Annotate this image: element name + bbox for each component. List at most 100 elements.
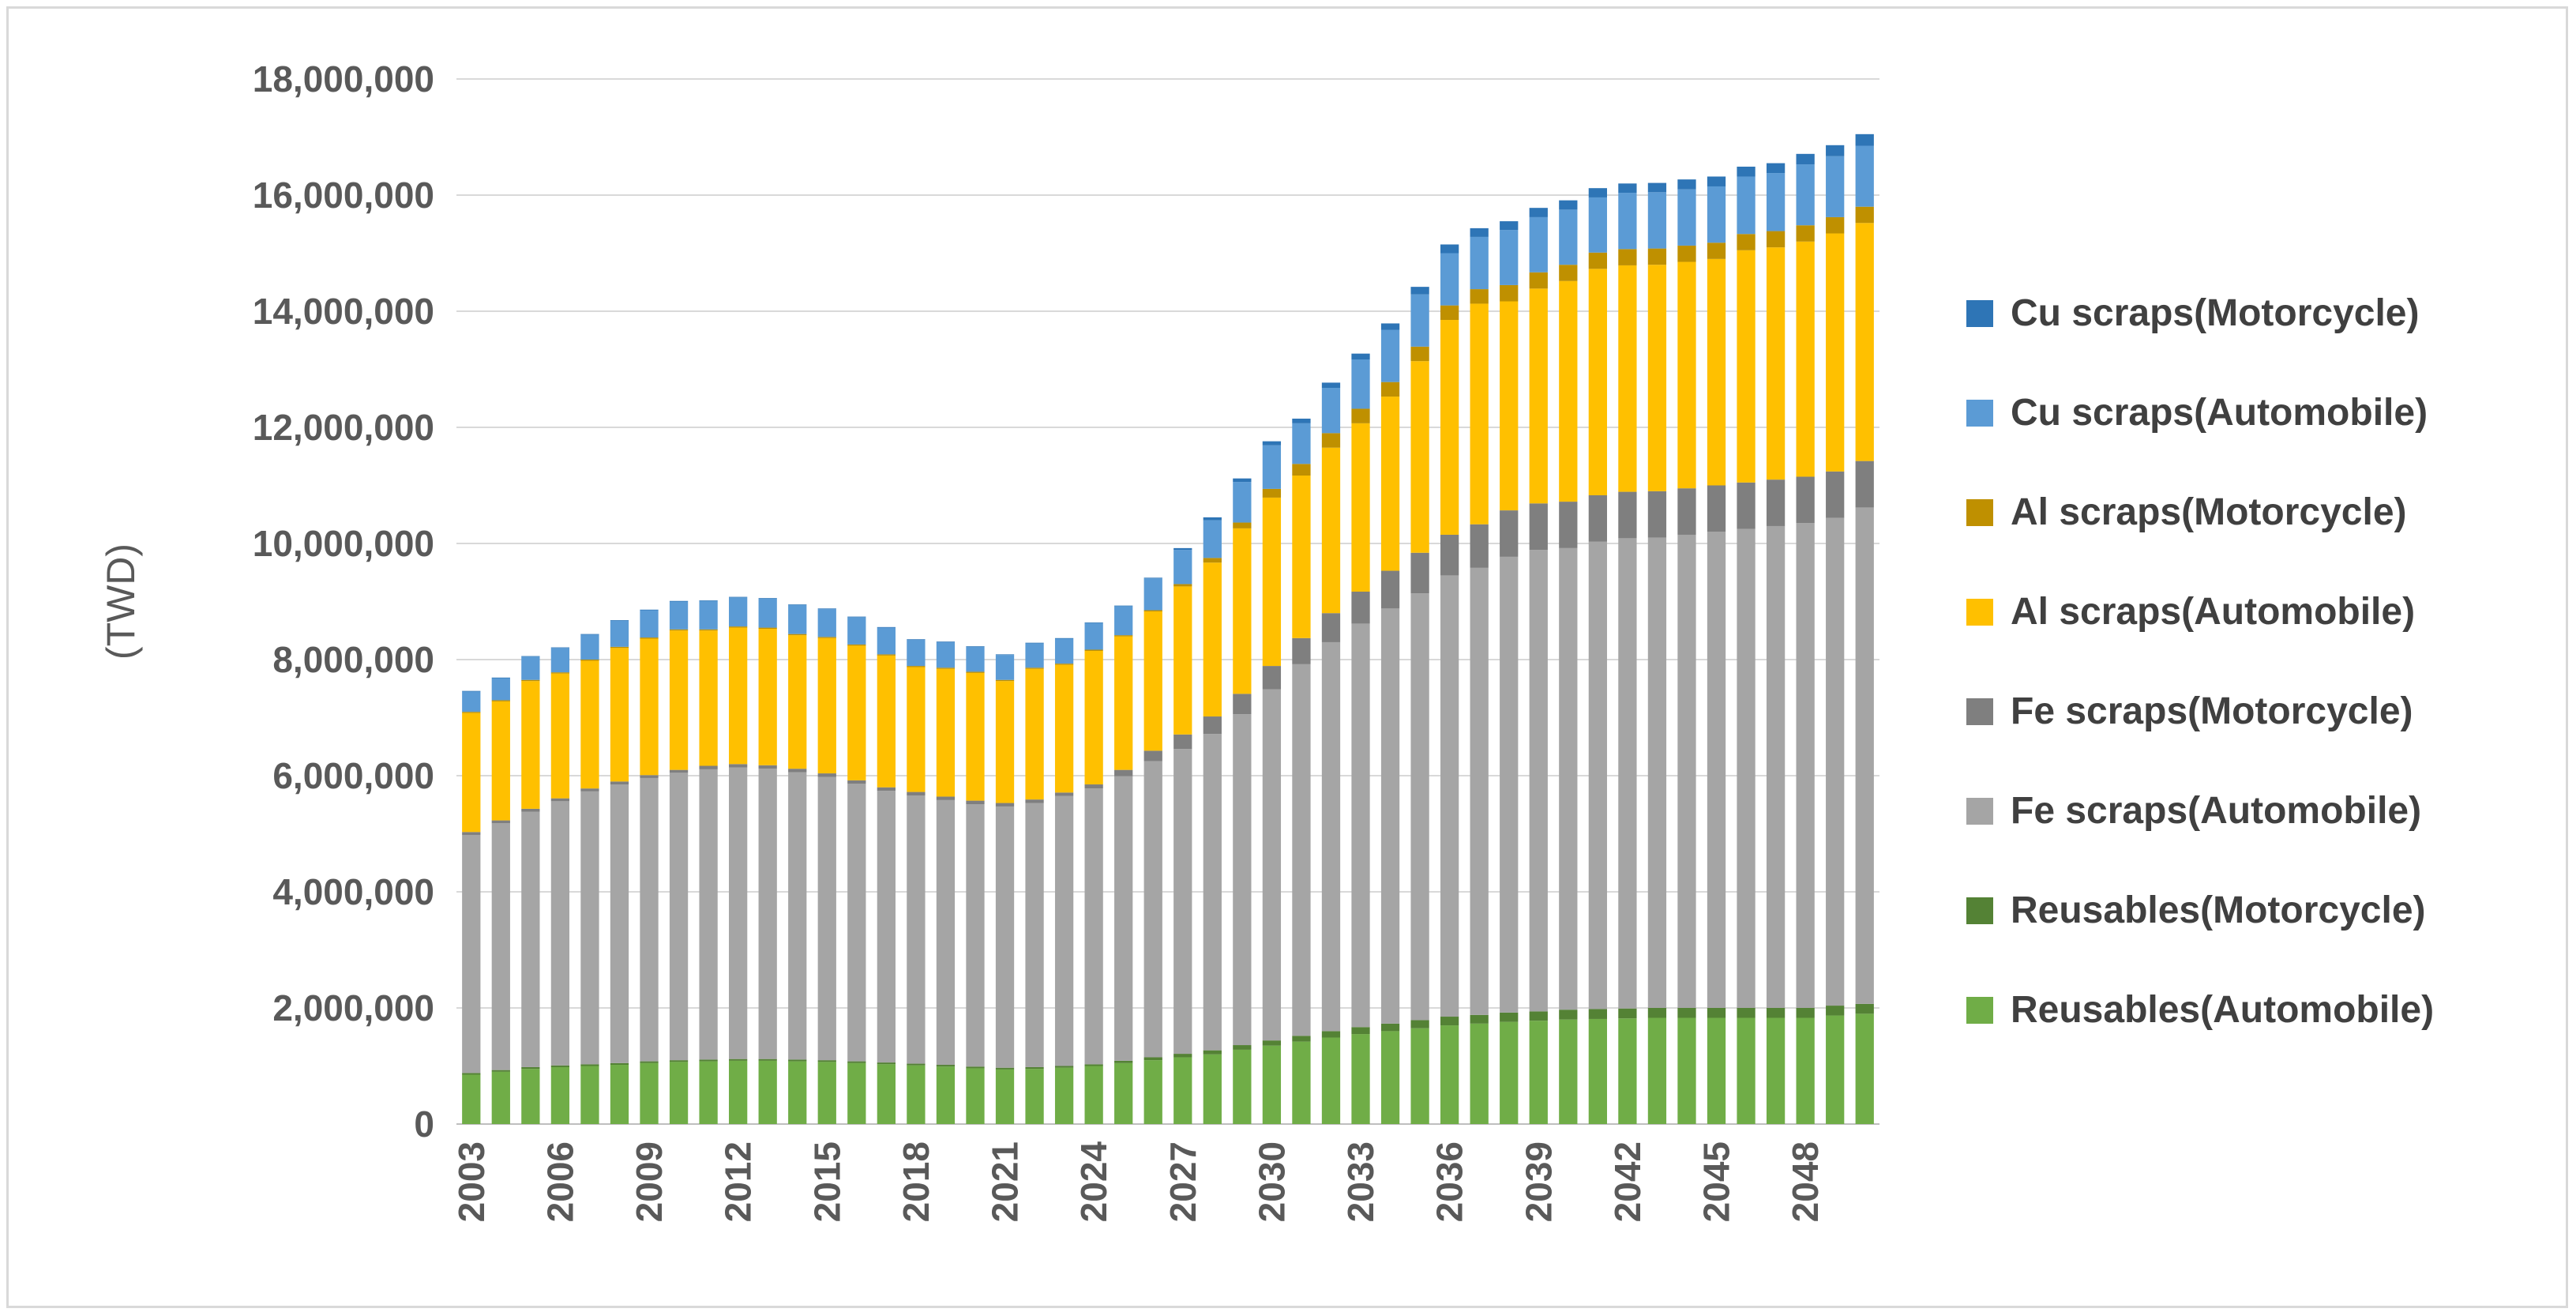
bar-segment — [1559, 209, 1578, 265]
bar-segment — [817, 637, 836, 774]
bar-segment — [1677, 488, 1696, 535]
bar-segment — [1262, 441, 1282, 446]
bar-segment — [1233, 482, 1252, 523]
bar-segment — [521, 679, 540, 682]
bar-segment — [1410, 1028, 1429, 1124]
bar-segment — [640, 1062, 659, 1124]
bar-segment — [640, 609, 659, 611]
bar-segment — [1855, 461, 1874, 508]
bar-segment — [1588, 252, 1607, 269]
bar-segment — [847, 780, 866, 784]
bar-segment — [669, 769, 689, 773]
bar-segment — [1796, 476, 1815, 524]
bar-segment — [550, 801, 570, 1066]
bar-segment — [640, 610, 659, 638]
bar-segment — [1143, 1060, 1162, 1124]
bar-segment — [817, 776, 836, 1061]
bar-segment — [1677, 245, 1696, 262]
bar-segment — [1173, 547, 1192, 551]
bar-segment — [521, 1066, 540, 1070]
bar-segment — [1321, 447, 1341, 614]
bar-segment — [1855, 1003, 1874, 1014]
bar-segment — [669, 600, 689, 602]
bar-segment — [995, 803, 1015, 807]
bar-segment — [729, 1058, 748, 1061]
y-tick-label: 12,000,000 — [253, 407, 434, 448]
bar-segment — [1647, 192, 1667, 249]
bar-segment — [1084, 1066, 1103, 1124]
bar-segment — [1084, 649, 1103, 651]
bar-segment — [1025, 642, 1044, 644]
bar-segment — [550, 647, 570, 649]
y-tick-label: 8,000,000 — [272, 639, 434, 680]
bar-segment — [758, 1058, 777, 1061]
bar-segment — [1677, 1008, 1696, 1018]
bar-segment — [1233, 1049, 1252, 1124]
bar-segment — [1084, 1064, 1103, 1066]
bar-segment — [1647, 248, 1667, 265]
bar-segment — [610, 781, 629, 785]
bar-segment — [936, 1065, 956, 1067]
legend-label: Fe scraps(Motorcycle) — [2011, 690, 2413, 732]
bar-segment — [1380, 323, 1400, 330]
y-axis-title: (TWD) — [99, 543, 143, 660]
bar-segment — [1025, 1066, 1044, 1070]
bar-segment — [1410, 593, 1429, 1021]
x-tick-label: 2045 — [1696, 1141, 1737, 1222]
bar-segment — [907, 1065, 926, 1124]
bar-segment — [1855, 223, 1874, 461]
bar-segment — [580, 634, 599, 635]
bar-segment — [966, 1068, 985, 1124]
bar-segment — [1766, 247, 1786, 480]
bar-segment — [788, 634, 807, 636]
bar-segment — [1470, 289, 1489, 304]
bar-segment — [1796, 1017, 1815, 1124]
x-tick-label: 2021 — [985, 1141, 1026, 1222]
bar-segment — [521, 656, 540, 680]
bar-segment — [1233, 694, 1252, 715]
bar-segment — [1737, 1017, 1756, 1124]
bar-segment — [1500, 1021, 1519, 1124]
bar-segment — [1025, 803, 1044, 1067]
bar-segment — [1025, 643, 1044, 668]
bar-segment — [610, 646, 629, 649]
bar-segment — [1470, 1023, 1489, 1124]
legend-label: Al scraps(Motorcycle) — [2011, 491, 2407, 533]
bar-segment — [1114, 636, 1133, 770]
bar-segment — [1677, 534, 1696, 1008]
bar-segment — [1410, 1020, 1429, 1028]
bar-segment — [1143, 611, 1162, 751]
bar-segment — [1054, 664, 1074, 793]
bar-segment — [1618, 491, 1637, 539]
bar-segment — [1737, 1008, 1756, 1018]
bar-segment — [817, 1062, 836, 1124]
bar-segment — [1292, 664, 1311, 1036]
bar-segment — [1766, 525, 1786, 1008]
bar-segment — [1500, 230, 1519, 285]
bar-segment — [1529, 288, 1548, 504]
bar-segment — [788, 769, 807, 773]
bar-segment — [729, 764, 748, 768]
bar-segment — [1647, 537, 1667, 1008]
bar-segment — [699, 600, 718, 630]
bar-segment — [758, 769, 777, 1059]
bar-segment — [1173, 550, 1192, 585]
bar-segment — [995, 681, 1015, 803]
bar-segment — [1114, 1062, 1133, 1124]
legend-label: Fe scraps(Automobile) — [2011, 790, 2421, 832]
bar-segment — [699, 1061, 718, 1124]
bar-segment — [995, 679, 1015, 682]
bar-segment — [550, 1065, 570, 1067]
x-tick-label: 2018 — [896, 1141, 937, 1222]
bar-segment — [1203, 1054, 1222, 1124]
bar-segment — [580, 791, 599, 1065]
bar-segment — [817, 1060, 836, 1062]
bar-segment — [1796, 225, 1815, 242]
bar-segment — [1588, 1018, 1607, 1124]
bar-segment — [640, 1061, 659, 1063]
bar-segment — [699, 630, 718, 766]
bar-segment — [1500, 221, 1519, 231]
bar-segment — [1440, 244, 1459, 254]
bar-segment — [1262, 497, 1282, 667]
bar-segment — [936, 668, 956, 797]
